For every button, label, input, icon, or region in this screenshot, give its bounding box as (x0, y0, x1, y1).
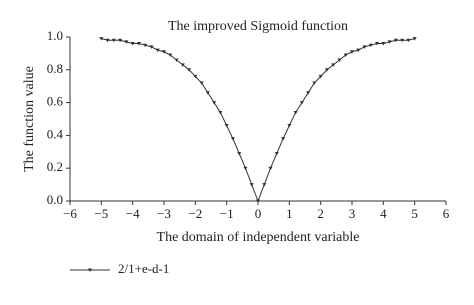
marker (274, 151, 279, 156)
y-tick-label: 0.2 (47, 159, 63, 174)
marker (337, 58, 342, 62)
x-tick-label: −3 (157, 206, 171, 221)
marker (243, 166, 248, 171)
marker (306, 91, 311, 95)
marker (318, 74, 323, 79)
y-tick-label: 0.4 (47, 126, 64, 141)
marker (375, 42, 380, 46)
y-tick-label: 1.0 (47, 28, 63, 43)
marker (362, 45, 367, 49)
x-tick-label: −2 (188, 206, 202, 221)
marker (205, 91, 210, 95)
marker (224, 124, 229, 128)
x-tick-label: 3 (349, 206, 356, 221)
marker (256, 199, 260, 203)
marker (118, 38, 123, 43)
marker (187, 68, 192, 72)
marker (111, 38, 116, 43)
marker (149, 45, 154, 49)
marker (174, 58, 179, 62)
marker (262, 183, 267, 187)
x-tick-label: 6 (443, 206, 450, 221)
x-tick-label: −5 (94, 206, 108, 221)
marker (381, 42, 386, 46)
marker (400, 38, 405, 43)
marker (350, 50, 354, 54)
marker (99, 37, 104, 41)
marker (293, 110, 298, 115)
marker (412, 37, 417, 41)
marker (180, 63, 185, 67)
x-axis-label: The domain of independent variable (157, 230, 360, 245)
marker (168, 53, 173, 58)
marker (212, 101, 217, 105)
legend-marker (88, 268, 92, 272)
marker (331, 63, 336, 67)
series-line (101, 38, 415, 203)
marker (368, 43, 373, 48)
marker (393, 38, 398, 43)
marker (324, 68, 329, 72)
marker (299, 101, 304, 105)
x-tick-label: 2 (317, 206, 324, 221)
x-tick-label: 5 (411, 206, 418, 221)
chart-title: The improved Sigmoid function (168, 19, 348, 34)
marker (155, 48, 160, 53)
x-tick-label: −6 (63, 206, 77, 221)
marker (130, 42, 135, 46)
x-tick-label: −4 (126, 206, 140, 221)
marker (387, 40, 392, 44)
legend-label: 2/1+e-d-1 (118, 261, 169, 276)
marker (136, 42, 141, 46)
marker (406, 38, 411, 43)
marker (193, 74, 198, 79)
marker (312, 81, 317, 85)
marker (230, 137, 235, 141)
marker (237, 151, 242, 156)
marker (143, 43, 148, 48)
marker (218, 110, 223, 115)
x-tick-label: 0 (255, 206, 262, 221)
x-tick-label: 4 (380, 206, 387, 221)
x-tick-label: −1 (220, 206, 234, 221)
x-tick-label: 1 (286, 206, 293, 221)
marker (356, 48, 361, 53)
marker (124, 40, 129, 44)
marker (199, 81, 204, 85)
y-axis-label: The function value (22, 66, 37, 172)
marker (287, 124, 292, 128)
marker (162, 50, 166, 54)
marker (281, 137, 286, 141)
marker (343, 53, 348, 58)
marker (249, 183, 254, 187)
y-tick-label: 0.0 (47, 192, 63, 207)
y-tick-label: 0.6 (47, 94, 64, 109)
y-tick-label: 0.8 (47, 61, 63, 76)
marker (268, 166, 273, 171)
marker (105, 38, 110, 43)
